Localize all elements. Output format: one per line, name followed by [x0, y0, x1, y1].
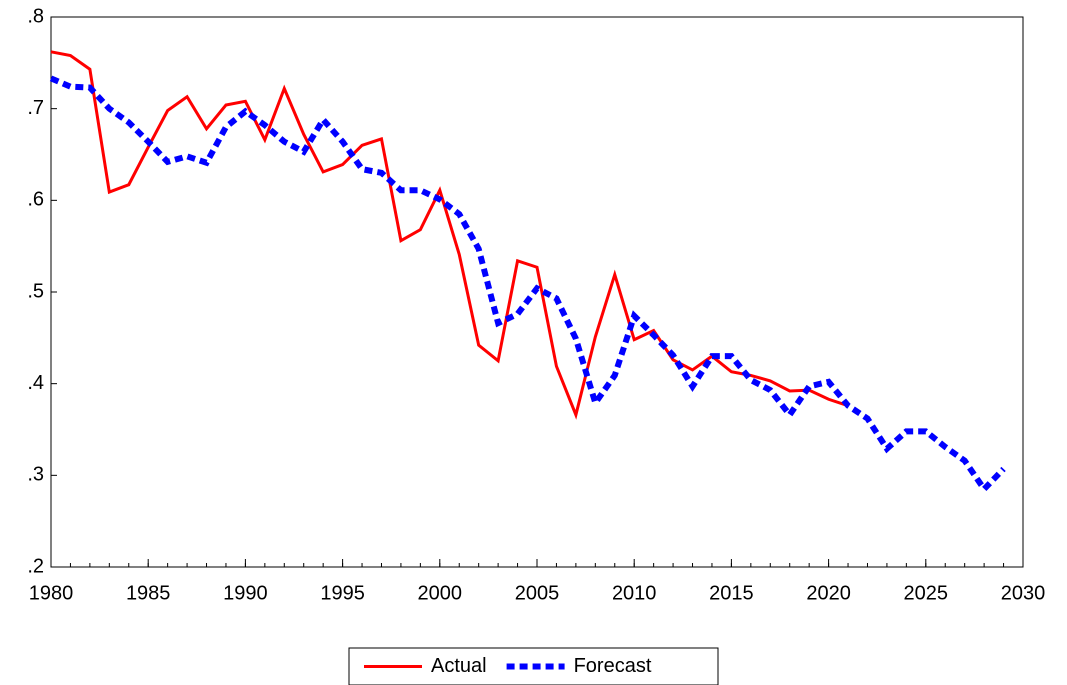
x-tick-label: 1985 — [126, 582, 171, 604]
legend-label: Forecast — [574, 655, 652, 677]
y-tick-label: .4 — [27, 372, 44, 394]
x-tick-label: 2030 — [1001, 582, 1046, 604]
x-tick-label: 1990 — [223, 582, 268, 604]
legend-label: Actual — [431, 655, 487, 677]
x-tick-label: 2015 — [709, 582, 754, 604]
x-tick-label: 1995 — [320, 582, 365, 604]
y-tick-label: .6 — [27, 189, 44, 211]
x-tick-label: 1980 — [29, 582, 74, 604]
y-tick-label: .7 — [27, 97, 44, 119]
x-tick-label: 2000 — [418, 582, 463, 604]
series-line — [49, 75, 1006, 494]
y-tick-label: .2 — [27, 555, 44, 577]
x-tick-label: 2010 — [612, 582, 657, 604]
x-tick-label: 2025 — [904, 582, 949, 604]
x-tick-label: 2005 — [515, 582, 560, 604]
y-tick-label: .3 — [27, 464, 44, 486]
y-tick-label: .5 — [27, 280, 44, 302]
y-tick-label: .8 — [27, 5, 44, 27]
x-tick-label: 2020 — [806, 582, 851, 604]
